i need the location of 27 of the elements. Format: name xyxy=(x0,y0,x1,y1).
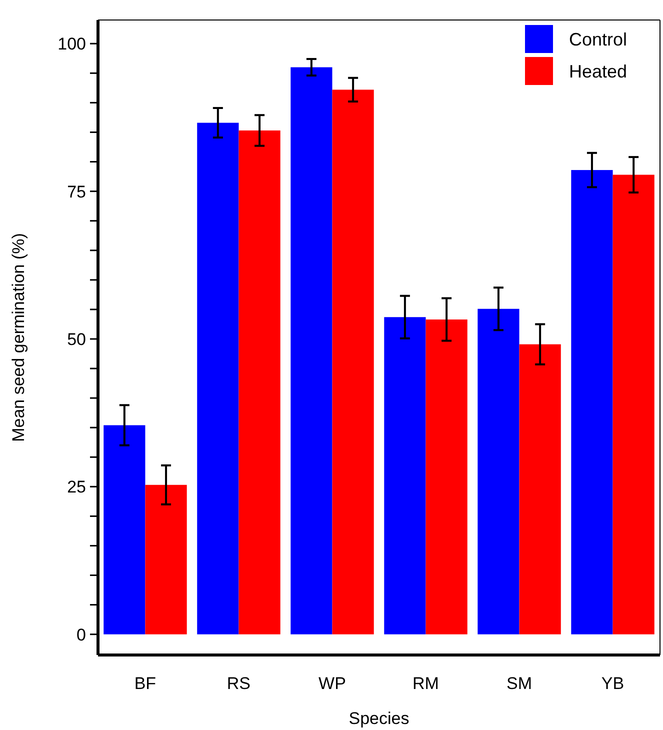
bar xyxy=(571,170,613,634)
y-axis-title: Mean seed germination (%) xyxy=(9,233,28,442)
bar xyxy=(197,122,239,634)
legend-label: Control xyxy=(569,29,628,50)
bar xyxy=(519,344,561,634)
x-tick-label: BF xyxy=(134,674,156,693)
bar xyxy=(104,425,146,634)
y-tick-label: 25 xyxy=(67,478,86,497)
bar xyxy=(384,317,426,634)
x-tick-label: RM xyxy=(412,674,439,693)
x-tick-label: WP xyxy=(318,674,346,693)
bar xyxy=(478,308,520,634)
y-tick-label: 0 xyxy=(76,625,86,644)
y-tick-label: 50 xyxy=(67,330,86,349)
x-tick-label: YB xyxy=(601,674,624,693)
x-tick-label: RS xyxy=(226,674,251,693)
bar xyxy=(612,174,654,634)
bar xyxy=(426,319,468,634)
bar xyxy=(238,130,280,634)
y-tick-label: 100 xyxy=(58,34,86,54)
bar xyxy=(290,67,332,634)
legend-label: Heated xyxy=(569,61,628,82)
x-axis-title: Species xyxy=(348,709,410,728)
y-tick-label: 75 xyxy=(67,182,86,202)
bar xyxy=(332,90,374,634)
x-tick-label: SM xyxy=(506,674,532,693)
bar xyxy=(145,484,187,634)
